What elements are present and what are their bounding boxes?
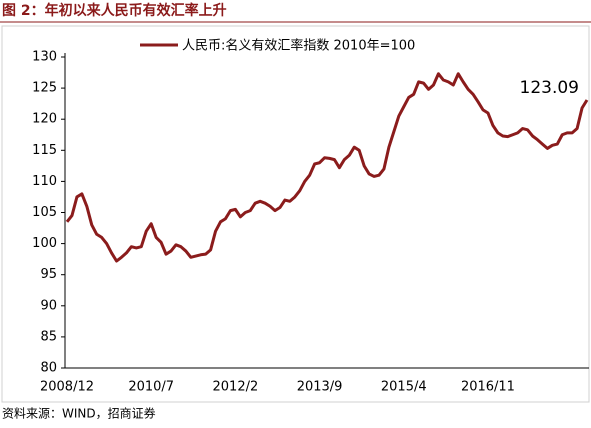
data-label: 123.09 — [520, 78, 579, 98]
source-note: 资料来源：WIND，招商证券 — [2, 406, 156, 421]
y-tick-label: 120 — [32, 112, 57, 127]
y-tick-label: 100 — [32, 236, 57, 251]
y-tick-label: 80 — [40, 361, 57, 376]
x-tick-label: 2013/9 — [297, 380, 343, 395]
legend-label: 人民币:名义有效汇率指数 2010年=100 — [182, 38, 415, 54]
chart-frame — [1, 25, 590, 403]
y-tick-label: 110 — [32, 174, 57, 189]
y-tick-label: 125 — [32, 81, 57, 96]
y-tick-label: 130 — [32, 50, 57, 65]
y-tick-label: 90 — [40, 298, 57, 313]
data-line — [65, 72, 589, 263]
x-tick-label: 2008/12 — [40, 380, 94, 395]
x-tick-label: 2016/11 — [461, 380, 515, 395]
chart-title: 图 2：年初以来人民币有效汇率上升 — [2, 2, 227, 19]
y-tick-label: 115 — [32, 143, 57, 158]
y-tick-label: 95 — [40, 267, 57, 282]
y-tick-label: 85 — [40, 329, 57, 344]
y-tick-label: 105 — [32, 205, 57, 220]
x-tick-label: 2012/2 — [213, 380, 259, 395]
x-tick-label: 2015/4 — [381, 380, 427, 395]
x-tick-label: 2010/7 — [128, 380, 174, 395]
